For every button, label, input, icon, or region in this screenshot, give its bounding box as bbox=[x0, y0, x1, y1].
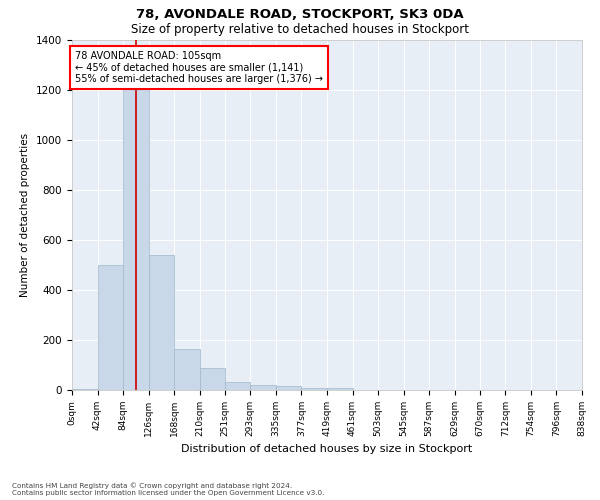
Bar bbox=[98, 265, 123, 390]
X-axis label: Distribution of detached houses by size in Stockport: Distribution of detached houses by size … bbox=[181, 444, 473, 454]
Bar bbox=[200, 368, 225, 390]
Bar bbox=[174, 349, 200, 390]
Bar bbox=[149, 255, 174, 390]
Text: Size of property relative to detached houses in Stockport: Size of property relative to detached ho… bbox=[131, 22, 469, 36]
Bar bbox=[225, 382, 250, 390]
Text: 78, AVONDALE ROAD, STOCKPORT, SK3 0DA: 78, AVONDALE ROAD, STOCKPORT, SK3 0DA bbox=[136, 8, 464, 20]
Bar bbox=[327, 388, 353, 390]
Bar bbox=[123, 78, 149, 390]
Y-axis label: Number of detached properties: Number of detached properties bbox=[20, 133, 31, 297]
Text: Contains public sector information licensed under the Open Government Licence v3: Contains public sector information licen… bbox=[12, 490, 325, 496]
Bar bbox=[276, 386, 301, 390]
Text: 78 AVONDALE ROAD: 105sqm
← 45% of detached houses are smaller (1,141)
55% of sem: 78 AVONDALE ROAD: 105sqm ← 45% of detach… bbox=[75, 52, 323, 84]
Bar bbox=[72, 389, 98, 390]
Text: Contains HM Land Registry data © Crown copyright and database right 2024.: Contains HM Land Registry data © Crown c… bbox=[12, 482, 292, 489]
Bar bbox=[301, 388, 327, 390]
Bar bbox=[250, 384, 276, 390]
